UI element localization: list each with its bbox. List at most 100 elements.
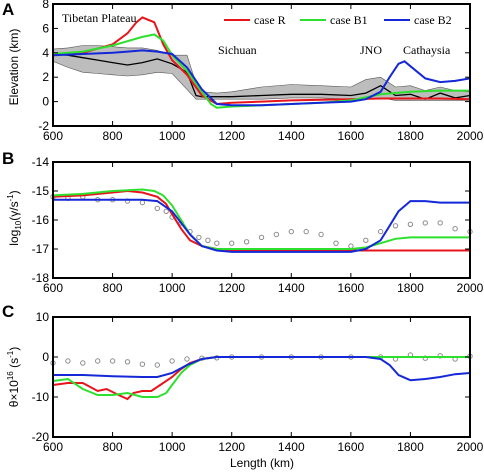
series-line-case-b2 <box>52 49 471 107</box>
y-tick-label: -20 <box>32 430 50 444</box>
annotation-tibetan-plateau: Tibetan Plateau <box>62 11 137 25</box>
panel-letter-b: B <box>2 149 14 168</box>
x-tick-label: 2000 <box>457 281 484 295</box>
legend-label-case-b2: case B2 <box>414 13 452 27</box>
x-tick-label: 1400 <box>278 440 305 454</box>
y-tick-label: -10 <box>32 390 50 404</box>
x-tick-label: 600 <box>43 281 63 295</box>
observed-strain-rate-point <box>243 239 250 245</box>
x-tick-label: 1400 <box>278 281 305 295</box>
y-axis-label-c: θ×1016 (s-1) <box>6 347 21 407</box>
y-tick-label: -16 <box>32 213 50 227</box>
annotation-cathaysia: Cathaysia <box>403 43 451 57</box>
y-axis-label-b: log10(γ/s-1) <box>6 190 23 245</box>
observed-strain-rate-point <box>437 220 443 226</box>
x-tick-label: 600 <box>43 129 63 143</box>
y-tick-label: -18 <box>32 271 50 285</box>
x-tick-label: 1600 <box>338 129 365 143</box>
x-tick-label: 800 <box>103 281 123 295</box>
observed-strain-rate-point <box>288 228 294 235</box>
x-tick-label: 2000 <box>457 440 484 454</box>
panel-letter-a: A <box>2 0 14 19</box>
legend-label-case-r: case R <box>254 13 286 27</box>
observed-rotation-point <box>65 358 71 364</box>
observed-strain-rate-point <box>258 234 265 241</box>
plot-frame <box>52 161 471 279</box>
observed-strain-rate-point <box>139 199 146 206</box>
observed-rotation-point <box>169 358 175 364</box>
observed-strain-rate-point <box>452 226 458 232</box>
plot-frame <box>52 316 471 438</box>
x-axis-label: Length (km) <box>230 456 294 470</box>
x-tick-label: 800 <box>103 129 123 143</box>
observed-strain-rate-point <box>303 228 309 235</box>
x-tick-label: 1400 <box>278 129 305 143</box>
y-tick-label: -15 <box>32 184 50 198</box>
panel-rotation: C θ×1016 (s-1) 600 800 1000 1200 1400 1600 180… <box>2 302 484 470</box>
observed-strain-rate-point <box>196 234 202 241</box>
panel-letter-c: C <box>2 302 14 321</box>
x-tick-label: 1600 <box>338 281 365 295</box>
observed-rotation-point <box>124 359 131 365</box>
observed-strain-rate-point <box>363 237 369 244</box>
observed-rotation-point <box>95 358 101 364</box>
x-tick-label: 1200 <box>218 281 245 295</box>
observed-rotation-point <box>154 362 161 368</box>
plot-area-b: 600 800 1000 1200 1400 1600 1800 2000 -18 -17 -16 -… <box>32 155 484 295</box>
observed-strain-rate-point <box>154 205 161 212</box>
panel-strain-rate: B log10(γ/s-1) 600 800 1000 1200 1400 1600 180… <box>2 149 484 295</box>
legend-label-case-b1: case B1 <box>330 13 368 27</box>
observed-strain-rate-point <box>163 208 169 215</box>
observed-strain-rate-point <box>205 237 211 244</box>
y-axis-label-a: Elevation (km) <box>7 29 21 106</box>
y-tick-label: -14 <box>32 155 50 169</box>
legend: case R case B1 case B2 <box>224 13 452 27</box>
observed-strain-rate-point <box>214 240 220 246</box>
observed-strain-rate-point <box>333 240 339 246</box>
y-tick-label: -17 <box>32 242 50 256</box>
y-tick-label: 8 <box>42 0 49 11</box>
x-tick-label: 800 <box>103 440 123 454</box>
observed-strain-rate-point <box>422 220 428 226</box>
y-tick-label: 0 <box>42 95 49 109</box>
x-tick-label: 1000 <box>159 440 186 454</box>
observed-strain-rate-point <box>273 231 280 238</box>
observed-rotation-point <box>109 358 116 364</box>
x-tick-label: 600 <box>43 440 63 454</box>
x-tick-label: 1800 <box>397 440 424 454</box>
series-line-case-b2 <box>53 198 470 253</box>
y-tick-label: 0 <box>42 350 49 364</box>
y-tick-label: 4 <box>42 46 49 60</box>
topography-mean-line <box>52 53 471 100</box>
x-tick-label: 1200 <box>218 440 245 454</box>
plot-area-a: 600 800 1000 1200 1400 1600 1800 2000 -2 0 2 4 6 8 <box>38 0 483 143</box>
x-tick-label: 1000 <box>159 129 186 143</box>
observed-rotation-point <box>139 361 146 367</box>
observed-strain-rate-point <box>318 231 324 238</box>
y-tick-label: 2 <box>42 70 49 84</box>
annotation-jno: JNO <box>360 43 382 57</box>
x-tick-label: 1800 <box>397 129 424 143</box>
observed-rotation-point <box>184 356 190 362</box>
x-tick-label: 1800 <box>397 281 424 295</box>
annotation-sichuan: Sichuan <box>218 43 257 57</box>
x-tick-label: 2000 <box>457 129 484 143</box>
y-tick-label: 6 <box>42 21 49 35</box>
x-tick-label: 1000 <box>159 281 186 295</box>
observed-strain-rate-point <box>348 243 354 249</box>
series-line-case-r <box>52 16 471 106</box>
observed-strain-rate-point <box>407 221 414 228</box>
observed-rotation-point <box>80 360 86 366</box>
y-tick-label: 10 <box>36 310 50 324</box>
observed-strain-rate-point <box>377 228 384 235</box>
observed-strain-rate-point <box>392 223 399 229</box>
x-tick-label: 1600 <box>338 440 365 454</box>
plot-frame <box>52 3 471 127</box>
series-line-case-b2 <box>53 356 471 382</box>
y-tick-label: -2 <box>38 119 49 133</box>
x-tick-label: 1200 <box>218 129 245 143</box>
plot-area-c: 600 800 1000 1200 1400 1600 1800 2000 -20 -10 0 10 <box>32 310 484 454</box>
observed-strain-rate-point <box>229 240 235 246</box>
panel-elevation: A Elevation (km) 600 800 1000 1200 1400 1600 1… <box>2 0 484 143</box>
